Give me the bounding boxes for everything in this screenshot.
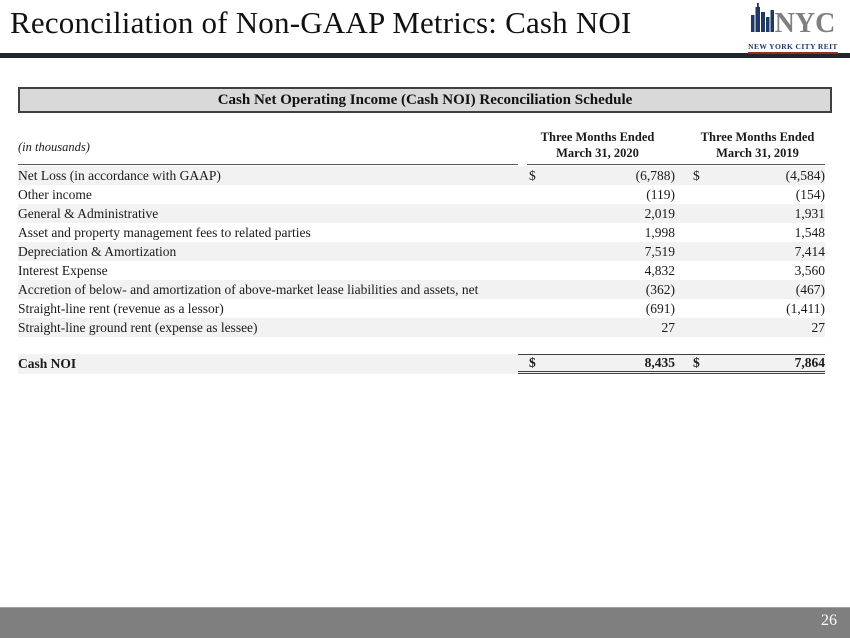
skyline-icon [750, 3, 774, 36]
value-2019: (1,411) [786, 300, 825, 316]
value-2019: 7,414 [794, 243, 825, 259]
currency-symbol: $ [693, 355, 700, 370]
total-row: Cash NOI $8,435 $7,864 [18, 354, 825, 374]
row-label: Accretion of below- and amortization of … [18, 281, 479, 297]
table-row: Straight-line ground rent (expense as le… [18, 318, 825, 337]
column-header-2019-line1: Three Months Ended [700, 129, 815, 144]
column-header-2020: Three Months Ended March 31, 2020 [518, 129, 677, 165]
slide-header: Reconciliation of Non-GAAP Metrics: Cash… [0, 0, 850, 54]
reconciliation-table: (in thousands) Three Months Ended March … [18, 126, 825, 374]
value-2020: (6,788) [635, 167, 675, 183]
cell-2019: (1,411) [690, 299, 825, 318]
total-cell-2019: $7,864 [690, 354, 825, 374]
cell-2019: 1,931 [690, 204, 825, 223]
column-header-2019: Three Months Ended March 31, 2019 [690, 129, 825, 165]
value-2020: 7,519 [644, 243, 675, 259]
cell-2019: (154) [690, 185, 825, 204]
page-number: 26 [821, 612, 837, 629]
total-value-2020: 8,435 [644, 355, 675, 370]
currency-symbol: $ [529, 355, 536, 370]
cell-2020: 2,019 [518, 204, 677, 223]
row-label: Straight-line ground rent (expense as le… [18, 319, 258, 335]
total-cell-2020: $8,435 [518, 354, 677, 374]
table-header-row: (in thousands) Three Months Ended March … [18, 126, 825, 164]
header-underline-right [527, 164, 825, 166]
table-row: Straight-line rent (revenue as a lessor)… [18, 299, 825, 318]
header-divider [0, 53, 850, 58]
value-2020: 2,019 [644, 205, 675, 221]
cell-2020: (691) [518, 299, 677, 318]
logo-row: NYC [741, 3, 845, 40]
row-label: General & Administrative [18, 205, 159, 221]
logo-acronym: NYC [774, 8, 836, 40]
row-label: Asset and property management fees to re… [18, 224, 311, 240]
value-2020: 1,998 [644, 224, 675, 240]
cell-2020: 7,519 [518, 242, 677, 261]
cell-2020: 27 [518, 318, 677, 337]
company-logo: NYC NEW YORK CITY REIT [741, 3, 845, 54]
value-2020: 4,832 [644, 262, 675, 278]
column-header-2020-line1: Three Months Ended [540, 129, 655, 144]
currency-symbol: $ [693, 167, 700, 183]
total-value-2019: 7,864 [794, 355, 825, 370]
cell-2019: 27 [690, 318, 826, 337]
page-title: Reconciliation of Non-GAAP Metrics: Cash… [10, 5, 632, 40]
value-2019: 1,931 [794, 205, 825, 221]
header-underline-left [18, 164, 518, 166]
units-note: (in thousands) [18, 140, 90, 154]
total-label: Cash NOI [18, 356, 77, 371]
table-row: Interest Expense 4,832 3,560 [18, 261, 825, 280]
value-2019: 1,548 [794, 224, 825, 240]
table-row: General & Administrative 2,019 1,931 [18, 204, 825, 223]
header-underline [18, 164, 825, 166]
table-spacer-row [18, 337, 825, 354]
table-row: Depreciation & Amortization 7,519 7,414 [18, 242, 825, 261]
currency-symbol: $ [529, 167, 536, 183]
cell-2020: 1,998 [518, 223, 677, 242]
cell-2019: (467) [690, 280, 825, 299]
cell-2020: $ (6,788) [518, 166, 677, 185]
cell-2019: 3,560 [690, 261, 825, 280]
value-2019: 27 [811, 319, 826, 335]
row-label: Other income [18, 186, 92, 202]
cell-2019: $ (4,584) [690, 166, 825, 185]
table-row: Accretion of below- and amortization of … [18, 280, 825, 299]
table-row: Net Loss (in accordance with GAAP) $ (6,7… [18, 166, 825, 185]
row-label: Interest Expense [18, 262, 108, 278]
value-2020: (691) [645, 300, 675, 316]
cell-2019: 1,548 [690, 223, 825, 242]
value-2020: 27 [661, 319, 676, 335]
column-gap [677, 354, 690, 374]
column-header-2020-line2: March 31, 2020 [556, 145, 639, 160]
cell-2019: 7,414 [690, 242, 825, 261]
logo-name: NEW YORK CITY REIT [748, 42, 838, 54]
column-header-2019-line2: March 31, 2019 [716, 145, 799, 160]
cell-2020: (362) [518, 280, 677, 299]
value-2019: 3,560 [794, 262, 825, 278]
slide-footer: 26 [0, 607, 850, 638]
value-2019: (4,584) [785, 167, 825, 183]
value-2020: (362) [645, 281, 675, 297]
row-label: Depreciation & Amortization [18, 243, 177, 259]
value-2020: (119) [646, 186, 675, 202]
row-label: Net Loss (in accordance with GAAP) [18, 167, 221, 183]
table-row: Asset and property management fees to re… [18, 223, 825, 242]
section-banner: Cash Net Operating Income (Cash NOI) Rec… [18, 87, 832, 113]
row-label: Straight-line rent (revenue as a lessor) [18, 300, 224, 316]
cell-2020: (119) [518, 185, 677, 204]
table-row: Other income (119) (154) [18, 185, 825, 204]
section-banner-title: Cash Net Operating Income (Cash NOI) Rec… [217, 91, 633, 108]
value-2019: (154) [795, 186, 825, 202]
cell-2020: 4,832 [518, 261, 677, 280]
value-2019: (467) [795, 281, 825, 297]
